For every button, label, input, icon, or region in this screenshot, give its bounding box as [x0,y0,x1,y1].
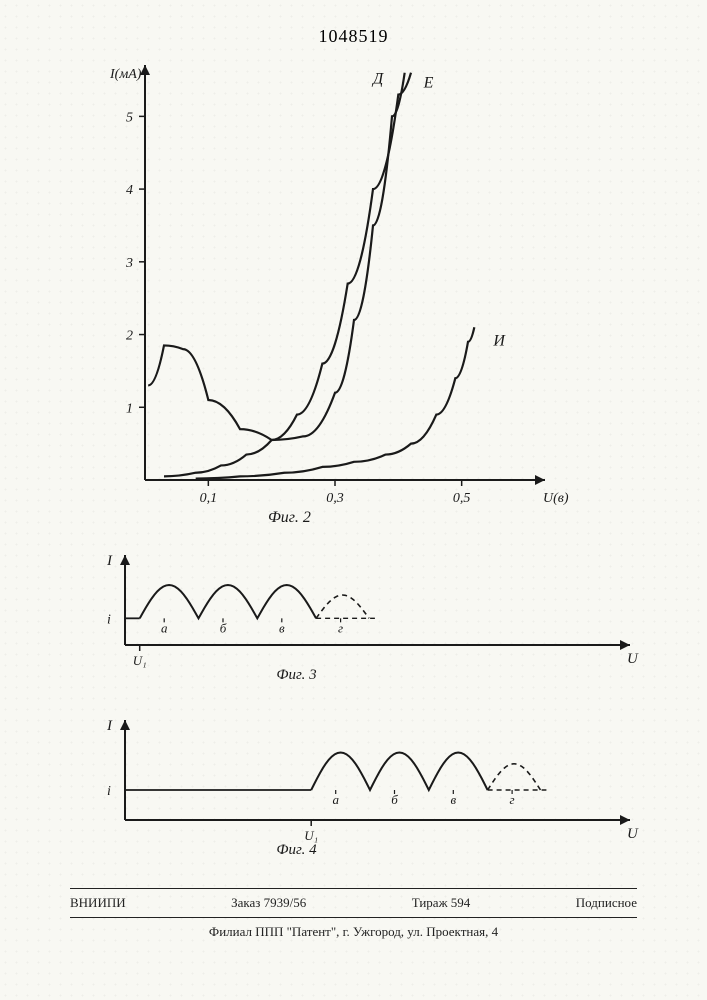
svg-text:0,5: 0,5 [453,491,471,506]
footer-sub: Подписное [576,895,637,911]
footer: ВНИИПИ Заказ 7939/56 Тираж 594 Подписное… [70,884,637,940]
svg-text:б: б [220,620,227,635]
svg-text:U: U [627,651,639,667]
doc-number: 1048519 [0,26,707,47]
svg-text:г: г [510,792,515,807]
svg-text:1: 1 [126,401,133,416]
svg-text:Фиг. 3: Фиг. 3 [276,667,316,683]
svg-text:а: а [161,620,168,635]
svg-text:4: 4 [126,183,133,198]
footer-branch: Филиал ППП "Патент", г. Ужгород, ул. Про… [70,922,637,940]
svg-text:И: И [492,332,506,349]
fig3-chart: I Ui U₁ а б в г Фиг. 3 [80,545,640,685]
svg-text:U: U [627,826,639,842]
svg-text:U₁: U₁ [304,828,318,843]
svg-text:i: i [107,784,111,799]
svg-text:3: 3 [125,256,133,271]
svg-text:в: в [279,620,285,635]
svg-text:U₁: U₁ [133,653,147,668]
svg-text:Фиг. 4: Фиг. 4 [276,842,317,858]
svg-text:I: I [106,718,113,734]
fig4-chart: I Ui U₁ а б в г Фиг. 4 [80,710,640,860]
svg-text:Е: Е [423,74,434,91]
svg-text:0,3: 0,3 [326,491,344,506]
svg-text:0,1: 0,1 [200,491,218,506]
svg-text:I: I [106,553,113,569]
svg-text:г: г [338,620,343,635]
svg-text:U(в): U(в) [543,491,569,506]
svg-text:б: б [391,792,398,807]
svg-text:а: а [332,792,339,807]
svg-text:2: 2 [126,329,133,344]
fig2-chart: 0,1 0,3 0,5 1 2 3 4 5 U(в) I(мA) Д Е И Фиг. 2 [100,50,570,530]
footer-tirage: Тираж 594 [412,895,471,911]
svg-text:в: в [450,792,456,807]
footer-org: ВНИИПИ [70,895,126,911]
svg-text:Д: Д [371,71,384,88]
svg-text:Фиг. 2: Фиг. 2 [268,509,311,526]
svg-text:5: 5 [126,110,133,125]
footer-order: Заказ 7939/56 [231,895,306,911]
svg-text:i: i [107,612,111,627]
svg-text:I(мA): I(мA) [109,67,142,82]
